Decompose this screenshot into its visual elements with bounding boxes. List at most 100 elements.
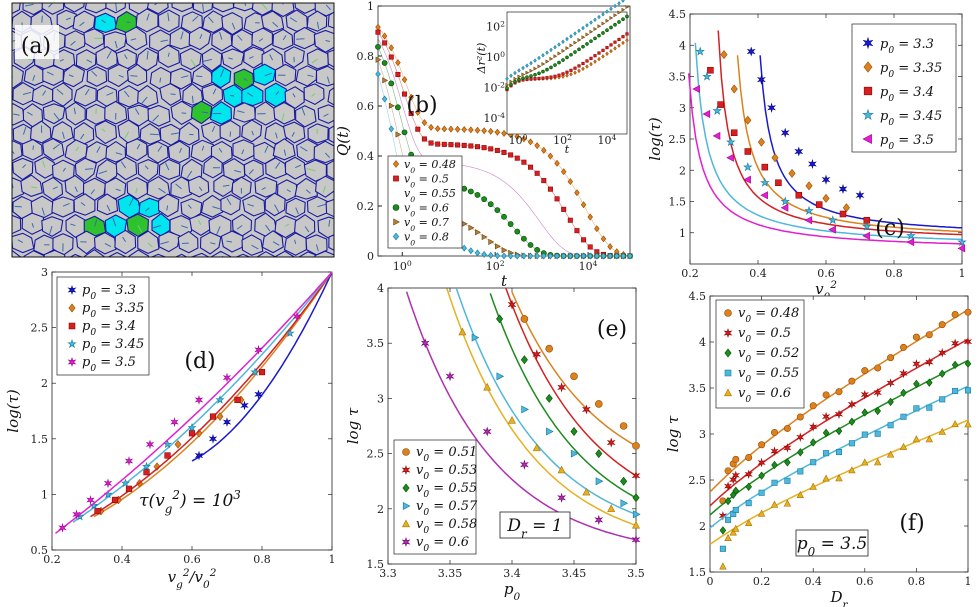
data-point: [487, 201, 494, 208]
inset-point: [597, 56, 601, 62]
panel-c-xtick-label: 1: [959, 267, 966, 280]
inset-point: [565, 70, 569, 74]
cell: [182, 83, 204, 106]
data-point: [574, 189, 580, 197]
inset-point: [593, 17, 597, 23]
velocity-arrow: [291, 131, 295, 137]
panel-f-xtick-label: 0.8: [908, 575, 926, 588]
panel-f-ytick-label: 2: [699, 520, 706, 533]
panel-f-ytick-label: 3.5: [689, 382, 707, 395]
inset-point: [545, 59, 550, 64]
velocity-arrow: [85, 168, 94, 170]
cell: [233, 102, 257, 123]
velocity-arrow: [251, 244, 259, 250]
velocity-arrow: [339, 55, 346, 58]
data-point: [501, 129, 507, 137]
velocity-arrow: [65, 17, 71, 21]
data-point: [494, 207, 501, 214]
data-point: [632, 442, 640, 450]
velocity-arrow: [135, 187, 138, 194]
velocity-arrow: [311, 58, 318, 64]
data-point: [855, 190, 865, 201]
panel-f: 0 0.2 0.4 0.6 0.8 1 1.5 2 2.5 3 3.5 4 4.5 Dr​ log τ v0​…: [664, 290, 973, 607]
panel-e-label: (e): [597, 317, 627, 342]
data-point: [804, 205, 814, 215]
data-point: [964, 387, 972, 394]
inset-point: [517, 74, 522, 79]
data-point: [401, 129, 408, 136]
velocity-arrow: [282, 35, 287, 41]
velocity-arrow: [244, 3, 247, 7]
data-point: [756, 74, 766, 85]
velocity-arrow: [228, 57, 233, 60]
inset-point: [553, 74, 557, 78]
legend-label: v0​ = 0.55: [404, 187, 456, 204]
series-f-1: [709, 336, 973, 521]
panel-f-xtick-label: 0: [707, 575, 714, 588]
data-point: [474, 249, 481, 257]
data-point: [757, 509, 766, 517]
inset-point: [609, 16, 614, 21]
data-point: [285, 328, 295, 337]
data-point: [124, 456, 134, 466]
cell: [42, 65, 64, 87]
data-point: [388, 80, 395, 87]
panel-b-label: (b): [406, 93, 437, 118]
inset-point: [525, 63, 529, 68]
cell: [169, 67, 193, 90]
data-point: [632, 493, 640, 503]
data-point: [188, 430, 196, 437]
velocity-arrow: [42, 90, 47, 96]
data-point: [408, 110, 414, 116]
cell: [41, 3, 65, 15]
inset-point: [605, 28, 609, 33]
velocity-arrow: [248, 169, 254, 175]
data-point: [501, 246, 508, 254]
data-point: [458, 327, 467, 336]
cell: [202, 155, 223, 179]
cell: [336, 175, 358, 196]
data-point: [395, 71, 401, 77]
cell: [12, 214, 22, 235]
data-point: [847, 399, 857, 410]
inset-point: [589, 61, 593, 67]
data-point: [514, 155, 520, 161]
inset-point: [625, 37, 629, 43]
data-point: [420, 338, 430, 349]
data-point: [258, 368, 266, 376]
inset-point: [521, 72, 526, 77]
cell: [105, 3, 127, 14]
data-point: [951, 311, 959, 319]
data-point: [528, 164, 534, 170]
velocity-arrow: [115, 152, 123, 156]
velocity-arrow: [181, 225, 188, 229]
legend-label: v0​ = 0.55: [738, 366, 799, 385]
legend-marker: [724, 369, 732, 377]
data-point: [143, 469, 150, 476]
data-point: [488, 127, 494, 135]
data-point: [395, 131, 402, 138]
velocity-arrow: [123, 90, 130, 98]
cell: [146, 3, 169, 15]
inset-point: [593, 59, 597, 64]
data-point: [521, 159, 527, 165]
cell: [179, 47, 202, 71]
inset-point: [529, 77, 533, 81]
data-point: [964, 359, 972, 368]
cell: [178, 121, 200, 146]
velocity-arrow: [179, 147, 183, 154]
legend-marker: [392, 204, 400, 211]
velocity-arrow: [210, 242, 216, 245]
series-f-2: [709, 359, 972, 535]
legend-marker: [724, 309, 732, 317]
data-point: [381, 95, 388, 103]
velocity-arrow: [306, 167, 316, 172]
inset-point: [529, 68, 534, 73]
data-point: [581, 404, 591, 415]
data-point: [567, 178, 574, 186]
data-point: [250, 367, 260, 376]
panel-c-ytick-label: 4.5: [669, 8, 687, 21]
velocity-arrow: [130, 38, 137, 41]
inset-point: [621, 17, 625, 22]
cell: [306, 10, 328, 32]
